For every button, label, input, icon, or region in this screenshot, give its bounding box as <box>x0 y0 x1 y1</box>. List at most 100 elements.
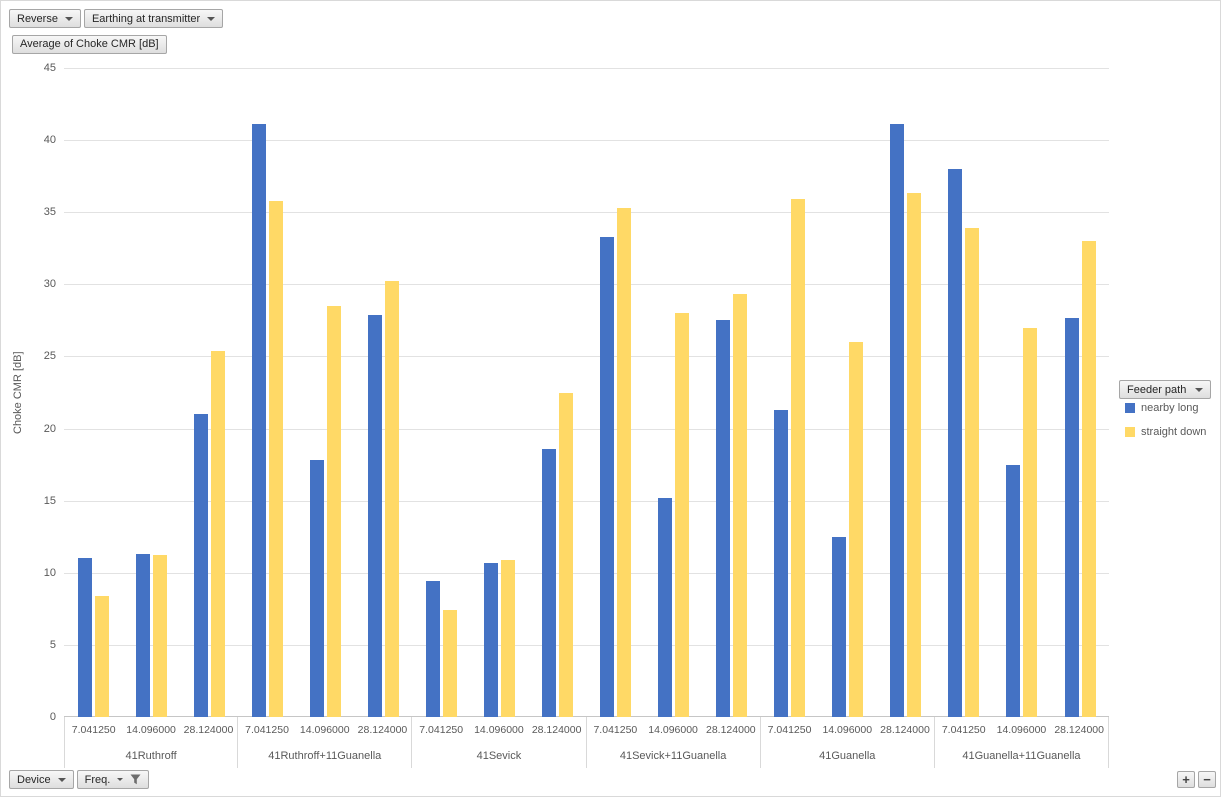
freq-slot <box>645 68 703 717</box>
bar-straight-down[interactable] <box>675 313 690 717</box>
bar-straight-down[interactable] <box>1023 327 1038 717</box>
freq-slot <box>122 68 180 717</box>
bar-nearby-long[interactable] <box>600 236 615 717</box>
y-tick-label: 0 <box>49 711 56 723</box>
bar-nearby-long[interactable] <box>658 497 673 717</box>
freq-slot <box>935 68 993 717</box>
legend-label: nearby long <box>1141 402 1199 414</box>
bar-straight-down[interactable] <box>442 610 457 717</box>
bar-nearby-long[interactable] <box>948 168 963 717</box>
y-tick-label: 45 <box>43 62 56 74</box>
bar-nearby-long[interactable] <box>483 562 498 717</box>
legend: nearby long straight down <box>1125 402 1206 450</box>
feeder-path-legend-label: Feeder path <box>1127 383 1187 396</box>
chevron-down-icon <box>1195 387 1203 392</box>
bar-groups: 7.041250 14.096000 28.124000 41Ruthroff 7.04… <box>64 68 1110 768</box>
bar-nearby-long[interactable] <box>890 124 905 717</box>
expand-collapse-buttons: + − <box>1177 771 1216 788</box>
expand-field-button[interactable]: + <box>1177 771 1195 788</box>
bars-row <box>761 68 935 717</box>
bar-straight-down[interactable] <box>791 199 806 717</box>
bar-nearby-long[interactable] <box>309 460 324 717</box>
bar-straight-down[interactable] <box>500 559 515 717</box>
bar-straight-down[interactable] <box>268 200 283 717</box>
freq-tick-label: 7.041250 <box>593 724 638 736</box>
bar-nearby-long[interactable] <box>367 314 382 717</box>
freq-label-row: 7.041250 14.096000 28.124000 <box>935 717 1110 743</box>
value-field-button[interactable]: Average of Choke CMR [dB] <box>12 34 167 54</box>
freq-slot <box>877 68 935 717</box>
freq-slot <box>528 68 586 717</box>
bar-nearby-long[interactable] <box>425 581 440 717</box>
y-tick-label: 40 <box>43 134 56 147</box>
gridline-layer <box>64 68 1109 717</box>
bar-straight-down[interactable] <box>965 228 980 717</box>
bar-nearby-long[interactable] <box>77 558 92 717</box>
gridline <box>64 140 1109 142</box>
bar-nearby-long[interactable] <box>251 124 266 717</box>
bar-straight-down[interactable] <box>1081 241 1096 717</box>
freq-slot <box>296 68 354 717</box>
device-tick-label: 41Guanella+11Guanella <box>935 743 1110 768</box>
freq-axis-button[interactable]: Freq. <box>76 770 150 789</box>
earthing-filter-button[interactable]: Earthing at transmitter <box>83 9 224 28</box>
freq-label-row: 7.041250 14.096000 28.124000 <box>412 717 587 743</box>
freq-slot <box>238 68 296 717</box>
freq-slot <box>703 68 761 717</box>
freq-slot <box>587 68 645 717</box>
bar-straight-down[interactable] <box>559 392 573 717</box>
legend-item-nearby-long[interactable]: nearby long <box>1125 402 1206 414</box>
collapse-field-button[interactable]: − <box>1198 771 1216 788</box>
freq-tick-label: 7.041250 <box>941 724 986 736</box>
bar-straight-down[interactable] <box>94 595 109 717</box>
freq-tick-label: 28.124000 <box>357 724 408 736</box>
bar-straight-down[interactable] <box>210 350 225 717</box>
legend-item-straight-down[interactable]: straight down <box>1125 426 1206 438</box>
chevron-down-icon <box>207 16 216 21</box>
bar-nearby-long[interactable] <box>135 554 150 717</box>
y-tick-label: 15 <box>43 494 56 507</box>
freq-label-row: 7.041250 14.096000 28.124000 <box>64 717 239 743</box>
device-group: 7.041250 14.096000 28.124000 41Guanella <box>761 68 935 768</box>
bar-straight-down[interactable] <box>152 555 167 717</box>
bar-nearby-long[interactable] <box>716 320 731 717</box>
freq-tick-label: 14.096000 <box>996 724 1047 736</box>
bar-nearby-long[interactable] <box>193 414 208 717</box>
device-axis-label: Device <box>17 773 51 786</box>
bar-straight-down[interactable] <box>326 305 341 717</box>
y-tick-label: 25 <box>43 350 56 363</box>
reverse-filter-button[interactable]: Reverse <box>9 9 81 28</box>
freq-tick-label: 28.124000 <box>531 724 582 736</box>
freq-label-row: 7.041250 14.096000 28.124000 <box>238 717 413 743</box>
freq-tick-label: 14.096000 <box>648 724 698 736</box>
freq-slot <box>354 68 412 717</box>
bar-straight-down[interactable] <box>907 193 922 717</box>
bar-straight-down[interactable] <box>849 342 864 717</box>
freq-tick-label: 28.124000 <box>183 724 234 736</box>
freq-tick-label: 7.041250 <box>245 724 289 736</box>
device-tick-label: 41Ruthroff <box>64 743 239 768</box>
bar-nearby-long[interactable] <box>1064 317 1079 717</box>
feeder-path-legend-button[interactable]: Feeder path <box>1119 380 1211 399</box>
freq-tick-label: 7.041250 <box>71 724 116 736</box>
y-tick-label: 10 <box>43 566 56 579</box>
bar-nearby-long[interactable] <box>832 536 847 717</box>
bar-straight-down[interactable] <box>384 281 399 717</box>
bar-straight-down[interactable] <box>617 207 632 717</box>
bar-nearby-long[interactable] <box>1006 464 1021 717</box>
bar-nearby-long[interactable] <box>542 448 556 717</box>
freq-slot <box>1051 68 1109 717</box>
y-axis-title: Choke CMR [dB] <box>12 351 24 434</box>
bar-nearby-long[interactable] <box>774 409 789 717</box>
freq-slot <box>993 68 1051 717</box>
bar-straight-down[interactable] <box>733 294 748 717</box>
device-axis-button[interactable]: Device <box>9 770 74 789</box>
reverse-filter-label: Reverse <box>17 12 58 25</box>
device-group: 7.041250 14.096000 28.124000 41Sevick+11Gua… <box>587 68 761 768</box>
filter-button-row: Reverse Earthing at transmitter <box>9 9 224 28</box>
freq-tick-label: 7.041250 <box>419 724 464 736</box>
freq-axis-label: Freq. <box>84 773 111 786</box>
freq-tick-label: 28.124000 <box>1054 724 1104 736</box>
device-group: 7.041250 14.096000 28.124000 41Sevick <box>412 68 587 768</box>
